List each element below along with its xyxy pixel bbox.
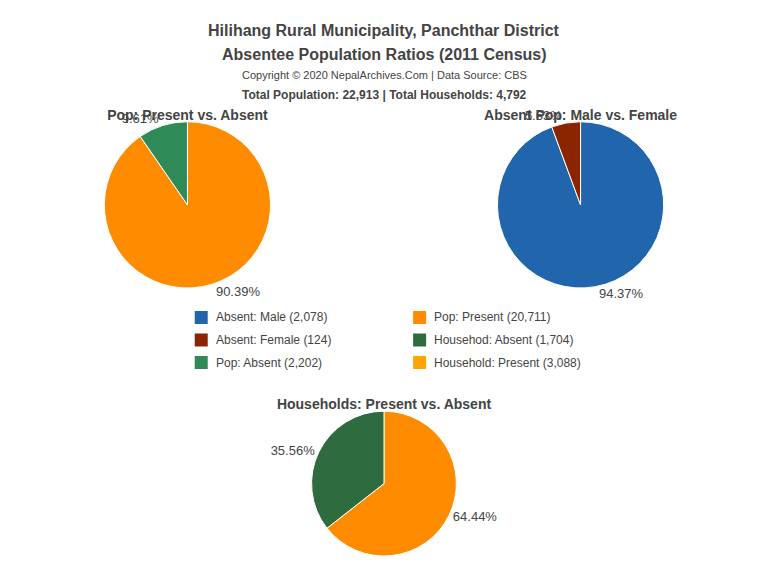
svg-text:64.44%: 64.44% bbox=[453, 509, 498, 524]
svg-text:Absent: Female (124): Absent: Female (124) bbox=[216, 333, 331, 347]
svg-text:90.39%: 90.39% bbox=[216, 284, 261, 299]
svg-text:Total Population: 22,913 | Tot: Total Population: 22,913 | Total Househo… bbox=[242, 88, 527, 102]
svg-text:35.56%: 35.56% bbox=[271, 443, 316, 458]
svg-text:Absentee Population Ratios (20: Absentee Population Ratios (2011 Census) bbox=[222, 46, 547, 63]
svg-text:Pop: Present (20,711): Pop: Present (20,711) bbox=[434, 310, 551, 324]
svg-text:Households: Present vs. Absent: Households: Present vs. Absent bbox=[277, 396, 492, 412]
svg-text:Pop: Present vs. Absent: Pop: Present vs. Absent bbox=[107, 107, 268, 123]
svg-text:Household: Present (3,088): Household: Present (3,088) bbox=[434, 356, 581, 370]
svg-text:Absent Pop: Male vs. Female: Absent Pop: Male vs. Female bbox=[484, 107, 677, 123]
svg-text:Househod: Absent (1,704): Househod: Absent (1,704) bbox=[434, 333, 573, 347]
svg-text:5.63%: 5.63% bbox=[525, 108, 562, 123]
svg-text:9.61%: 9.61% bbox=[122, 111, 159, 126]
svg-text:94.37%: 94.37% bbox=[599, 286, 644, 301]
svg-text:Absent: Male (2,078): Absent: Male (2,078) bbox=[216, 310, 327, 324]
svg-text:Copyright © 2020 NepalArchives: Copyright © 2020 NepalArchives.Com | Dat… bbox=[242, 69, 527, 81]
svg-text:Hilihang Rural Municipality, P: Hilihang Rural Municipality, Panchthar D… bbox=[208, 22, 560, 39]
svg-text:Pop: Absent (2,202): Pop: Absent (2,202) bbox=[216, 356, 322, 370]
